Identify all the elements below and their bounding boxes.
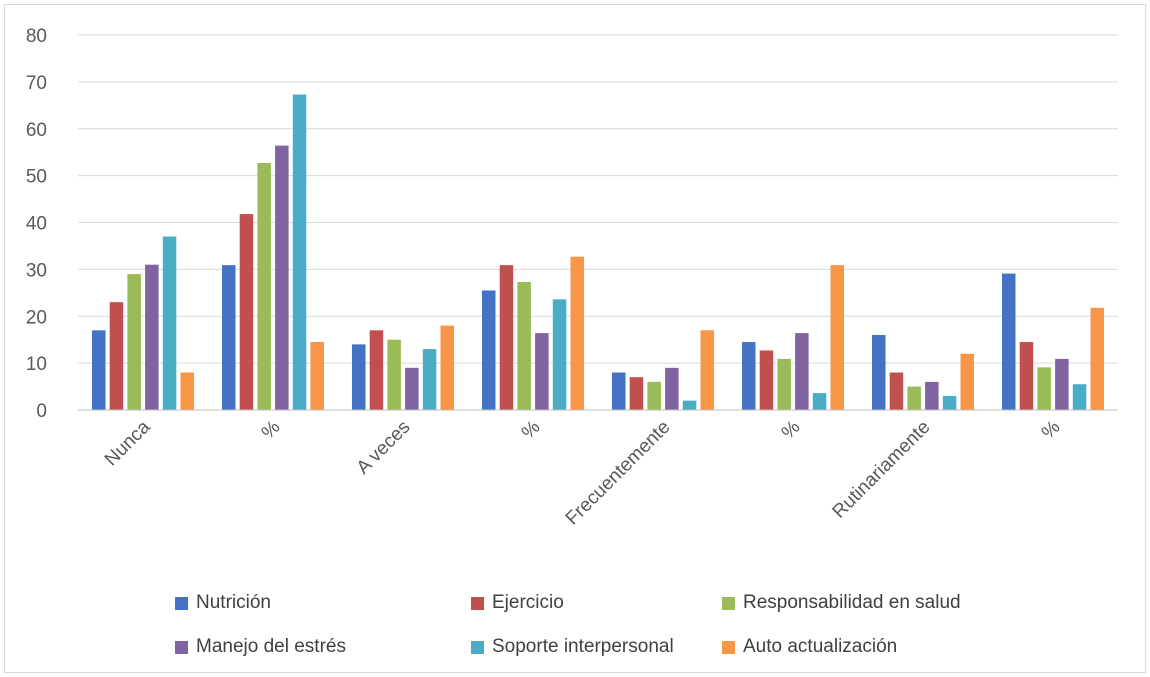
bar [440,325,454,410]
bar [180,372,194,410]
bar [310,342,324,410]
y-tick-label: 80 [26,26,47,47]
bar [612,372,626,410]
bar [570,256,584,410]
x-axis-ticks: Nunca% A veces% Frecuentemente% Rutinariame… [101,416,1065,529]
bar [1037,367,1051,410]
bar [795,333,809,410]
bar [239,214,254,410]
bar [759,350,774,410]
bar [535,333,549,410]
bar [552,299,567,410]
bar [482,290,496,410]
y-tick-label: 60 [26,120,47,141]
x-tick-label: Frecuentemente [562,417,675,530]
bar [1072,384,1087,410]
bar [925,381,939,410]
bar [405,367,419,410]
bar [1055,358,1069,410]
y-tick-label: 40 [26,214,47,235]
bar [499,265,514,410]
bar [907,386,921,410]
bar [222,265,236,410]
bar [872,335,886,410]
bar [162,236,177,410]
bar [889,372,904,410]
bar [960,353,974,410]
bars [92,94,1104,410]
bar [352,344,366,410]
bar [1002,273,1016,410]
x-tick-label: % [778,417,805,444]
bar [830,265,844,410]
bar [127,274,141,410]
y-tick-label: 50 [26,167,47,188]
y-tick-label: 30 [26,260,47,281]
y-tick-label: 20 [26,307,47,328]
bar [257,162,271,410]
y-tick-label: 0 [36,401,47,422]
bar [665,367,679,410]
x-tick-label: Rutinariamente [829,417,935,523]
x-tick-label: % [258,417,285,444]
bar [109,302,124,410]
bar [92,330,106,410]
bar [777,358,791,410]
bar [422,349,437,410]
bar [647,381,661,410]
bar [742,342,756,410]
bar [942,395,957,410]
bar [275,145,289,410]
bar [629,377,644,410]
x-tick-label: Nunca [101,416,155,470]
y-tick-label: 70 [26,73,47,94]
bar [145,264,159,410]
bar [292,94,307,410]
bar [1090,307,1104,410]
x-tick-label: A veces [353,417,415,479]
bar [517,282,531,410]
bar [369,330,384,410]
bar [682,400,697,410]
bar [387,339,401,410]
bar [1019,342,1034,410]
x-tick-label: % [1038,417,1065,444]
bar [700,330,714,410]
bar [812,393,827,410]
y-axis-ticks: 0 10 20 30 40 50 60 70 80 [26,26,47,422]
x-tick-label: % [518,417,545,444]
y-tick-label: 10 [26,354,47,375]
